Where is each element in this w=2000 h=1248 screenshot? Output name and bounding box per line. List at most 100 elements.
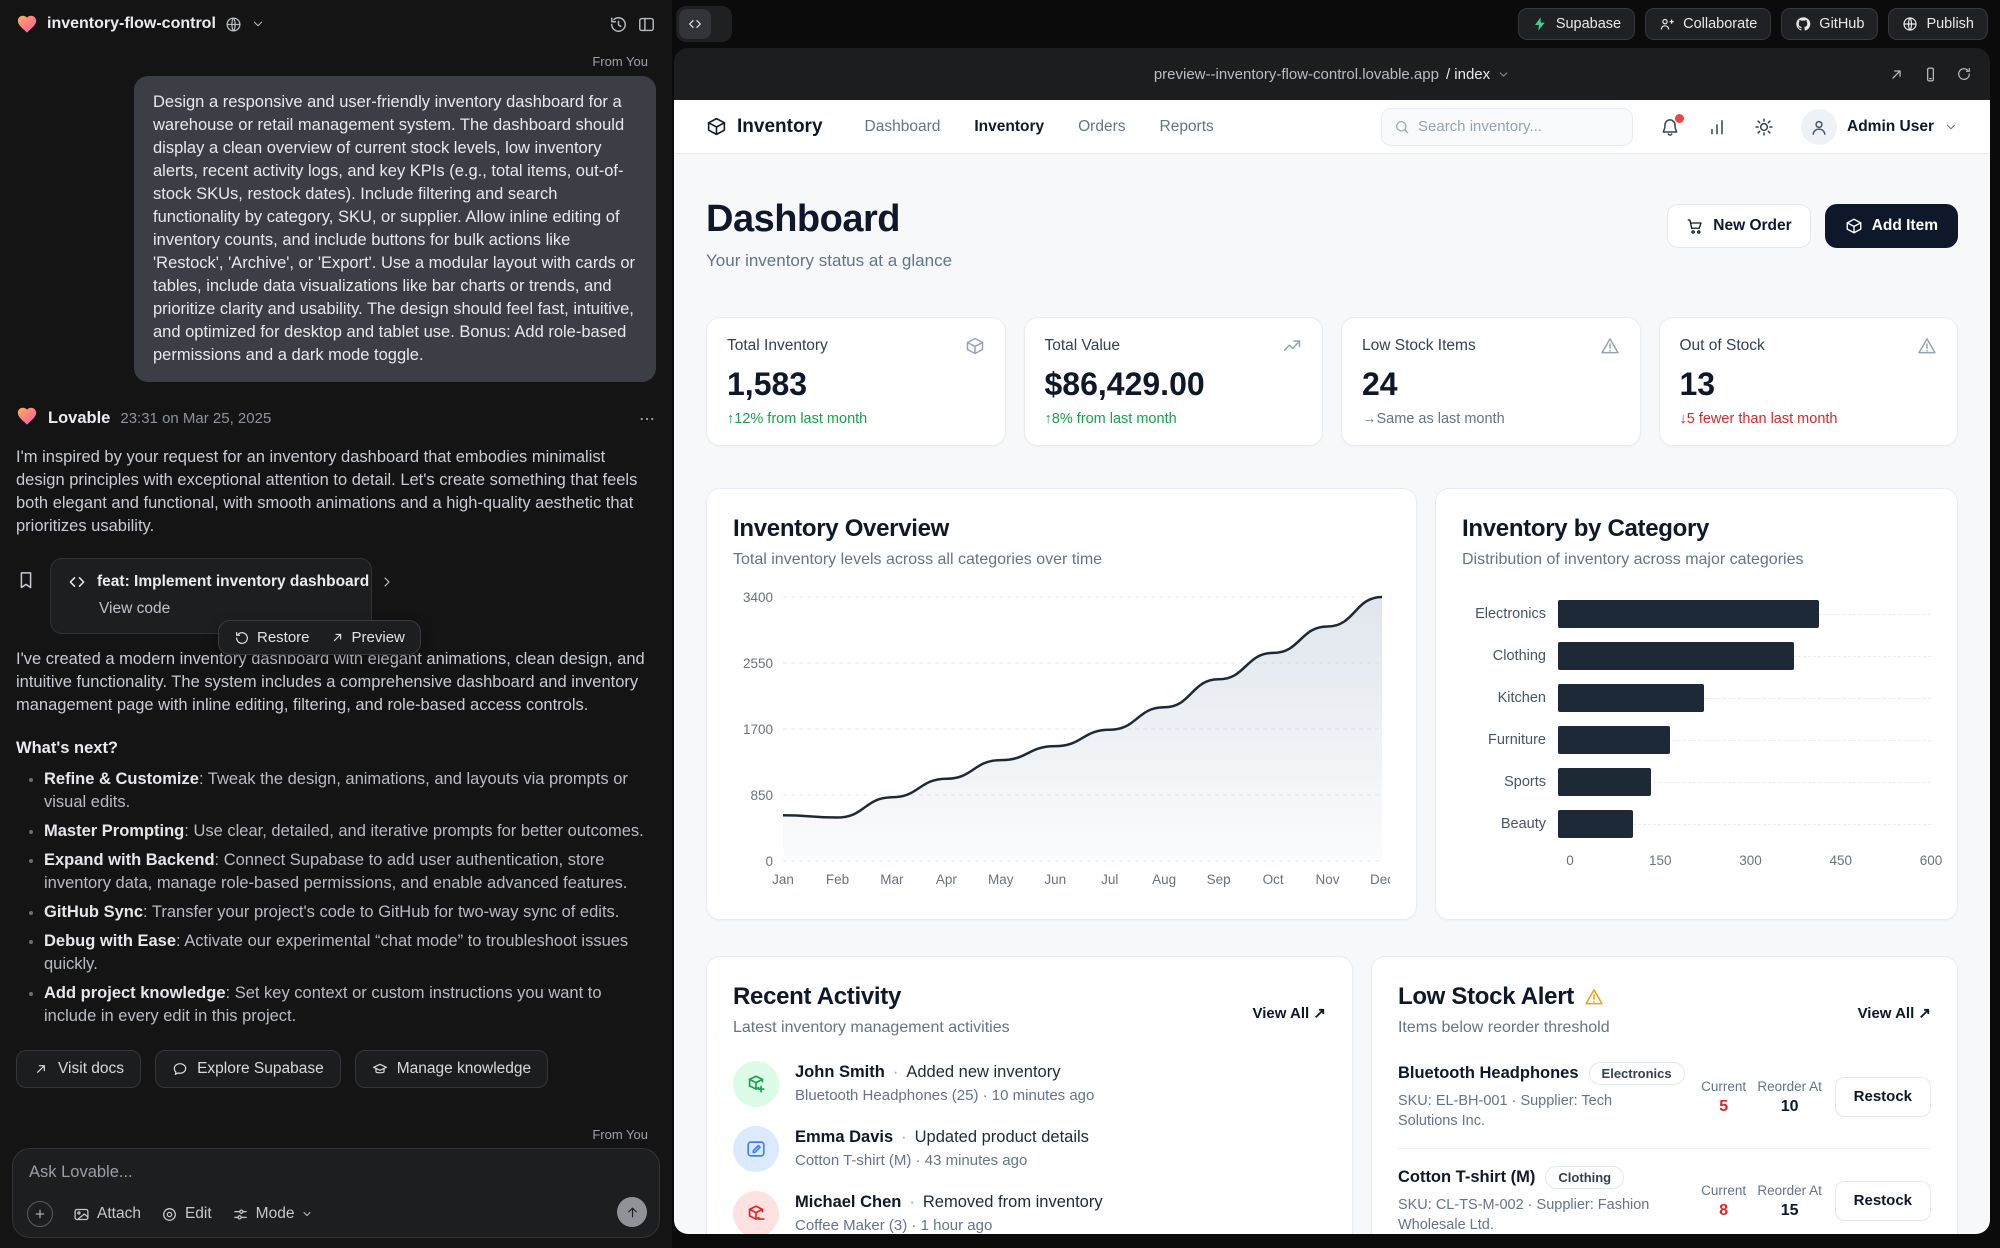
bar-furniture[interactable] — [1558, 726, 1670, 754]
dashboard-content: Dashboard Your inventory status at a gla… — [674, 154, 1990, 1234]
history-icon[interactable] — [609, 15, 628, 34]
charts-row: Inventory Overview Total inventory level… — [706, 488, 1958, 920]
preview-url: preview--inventory-flow-control.lovable.… — [1153, 65, 1439, 83]
preview-button[interactable]: Preview — [330, 629, 405, 646]
svg-text:850: 850 — [750, 788, 773, 803]
arrow-up-icon — [625, 1205, 640, 1220]
attach-button[interactable]: Attach — [73, 1205, 141, 1223]
nav-link-reports[interactable]: Reports — [1159, 117, 1214, 135]
external-icon — [33, 1061, 49, 1077]
open-external-icon[interactable] — [1888, 66, 1905, 83]
assistant-summary-text: I've created a modern inventory dashboar… — [16, 650, 645, 714]
quick-action-explore-supabase[interactable]: Explore Supabase — [155, 1050, 341, 1088]
mode-selector[interactable]: Mode — [232, 1205, 314, 1223]
bar-row-electronics: Electronics — [1462, 593, 1931, 635]
chat-input[interactable] — [29, 1163, 582, 1182]
analytics-icon[interactable] — [1707, 117, 1727, 137]
page-subtitle: Your inventory status at a glance — [706, 251, 953, 270]
chat-icon — [172, 1061, 188, 1077]
user-menu[interactable]: Admin User — [1801, 108, 1958, 145]
refresh-icon[interactable] — [1956, 66, 1972, 82]
code-view-toggle[interactable] — [676, 6, 732, 42]
bar-clothing[interactable] — [1558, 642, 1795, 670]
add-icon[interactable] — [27, 1201, 53, 1227]
new-order-button[interactable]: New Order — [1667, 204, 1811, 248]
topbar-supabase-button[interactable]: Supabase — [1517, 8, 1636, 40]
app-viewport: Inventory Dashboard Inventory Orders Report… — [674, 100, 1990, 1234]
svg-text:Nov: Nov — [1315, 872, 1339, 887]
nav-link-orders[interactable]: Orders — [1078, 117, 1126, 135]
project-name[interactable]: inventory-flow-control — [47, 15, 216, 32]
quick-action-visit-docs[interactable]: Visit docs — [16, 1050, 142, 1088]
world-icon — [1902, 16, 1918, 32]
restore-button[interactable]: Restore — [234, 629, 310, 646]
inventory-search[interactable] — [1381, 107, 1633, 146]
app-brand[interactable]: Inventory — [706, 116, 823, 138]
chevron-down-icon[interactable] — [251, 17, 265, 31]
mobile-view-icon[interactable] — [1922, 66, 1939, 83]
composer[interactable]: Attach Edit Mode — [12, 1148, 660, 1238]
bar-beauty[interactable] — [1558, 810, 1633, 838]
bar-axis-tick: 0 — [1566, 853, 1574, 868]
current-label: Current — [1701, 1078, 1747, 1094]
nav-link-inventory[interactable]: Inventory — [974, 117, 1045, 135]
view-all-activity-link[interactable]: View All ↗ — [1252, 1005, 1326, 1022]
bar-track — [1558, 768, 1931, 796]
topbar-github-button[interactable]: GitHub — [1781, 8, 1879, 40]
add-item-button[interactable]: Add Item — [1824, 204, 1958, 248]
restock-button[interactable]: Restock — [1834, 1180, 1931, 1221]
restock-button[interactable]: Restock — [1834, 1076, 1931, 1117]
svg-text:Jul: Jul — [1101, 872, 1118, 887]
topbar-publish-button[interactable]: Publish — [1888, 8, 1988, 40]
chevron-down-icon — [1944, 120, 1958, 134]
notifications-button[interactable] — [1660, 113, 1684, 137]
bottom-row: Recent Activity Latest inventory managem… — [706, 956, 1958, 1234]
address-bar[interactable]: preview--inventory-flow-control.lovable.… — [1154, 66, 1510, 83]
next-step-item: Add project knowledge: Set key context o… — [44, 982, 656, 1028]
view-all-stock-link[interactable]: View All ↗ — [1857, 1005, 1931, 1022]
bar-category-label: Furniture — [1487, 732, 1546, 748]
inventory-overview-chart: 0 850 1700 2550 3400 Jan Feb Mar Apr May Jun Jul Aug… — [733, 583, 1394, 896]
svg-text:Sep: Sep — [1207, 872, 1231, 887]
current-value: 8 — [1719, 1201, 1729, 1219]
navbar-icons — [1660, 113, 1774, 137]
card-title: Recent Activity — [733, 983, 902, 1010]
svg-text:0: 0 — [765, 854, 773, 869]
bar-axis-tick: 600 — [1919, 853, 1943, 868]
quick-action-manage-knowledge[interactable]: Manage knowledge — [354, 1050, 549, 1088]
chart-subtitle: Distribution of inventory across major c… — [1462, 551, 1804, 568]
user-name: Admin User — [1847, 117, 1934, 135]
bar-electronics[interactable] — [1558, 600, 1820, 628]
chevron-right-icon — [379, 574, 395, 590]
next-step-title: Add project knowledge — [44, 984, 226, 1002]
bar-category-label: Beauty — [1500, 816, 1546, 832]
activity-item: Michael Chen · Removed from inventory Coffe… — [733, 1191, 1326, 1234]
view-code-link[interactable]: View code — [99, 600, 171, 617]
chevron-down-icon — [1497, 68, 1510, 81]
user-prompt-message: Design a responsive and user-friendly in… — [134, 76, 656, 382]
kpi-label: Low Stock Items — [1362, 337, 1476, 354]
activity-user: John Smith — [795, 1063, 885, 1081]
panel-toggle-icon[interactable] — [637, 15, 656, 34]
message-menu-icon[interactable] — [638, 410, 656, 428]
inventory-by-category-card: Inventory by Category Distribution of in… — [1435, 488, 1958, 920]
edit-button[interactable]: Edit — [161, 1205, 212, 1223]
bar-axis-tick: 300 — [1739, 853, 1762, 868]
activity-action: Removed from inventory — [922, 1193, 1103, 1211]
nav-link-dashboard[interactable]: Dashboard — [864, 117, 941, 135]
theme-toggle-sun-icon[interactable] — [1754, 117, 1774, 137]
bar-sports[interactable] — [1558, 768, 1652, 796]
from-you-label: From You — [592, 1127, 648, 1142]
bar-kitchen[interactable] — [1558, 684, 1705, 712]
send-button[interactable] — [617, 1197, 647, 1227]
next-step-item: Master Prompting: Use clear, detailed, a… — [44, 820, 656, 843]
next-step-item: Refine & Customize: Tweak the design, an… — [44, 768, 656, 814]
bar-row-beauty: Beauty — [1462, 803, 1931, 845]
bookmark-icon[interactable] — [16, 570, 36, 634]
bar-track — [1558, 726, 1931, 754]
search-input[interactable] — [1418, 118, 1620, 135]
topbar-collaborate-button[interactable]: Collaborate — [1645, 8, 1772, 40]
whats-next-heading: What's next? — [16, 739, 119, 757]
users-icon — [1659, 16, 1675, 32]
chart-subtitle: Total inventory levels across all catego… — [733, 551, 1103, 568]
